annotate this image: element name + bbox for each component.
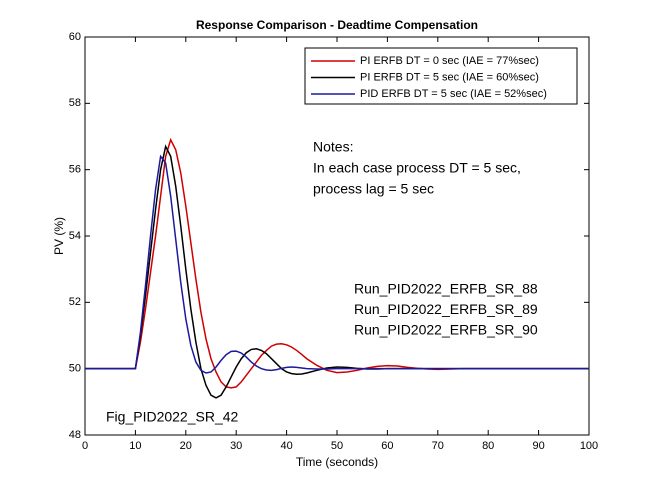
x-tick-label: 80 [482, 440, 494, 452]
figure-label: Fig_PID2022_SR_42 [106, 409, 239, 425]
y-tick-label: 52 [69, 296, 81, 308]
x-tick-label: 60 [381, 440, 393, 452]
y-tick-label: 54 [69, 230, 81, 242]
series-line [85, 154, 589, 374]
x-tick-label: 100 [580, 440, 598, 452]
note-text: Notes: [313, 139, 353, 155]
x-tick-label: 20 [180, 440, 192, 452]
legend-label: PI ERFB DT = 5 sec (IAE = 60%sec) [360, 71, 539, 83]
y-tick-label: 60 [69, 31, 81, 43]
x-tick-label: 90 [532, 440, 544, 452]
run-label: Run_PID2022_ERFB_SR_90 [354, 322, 538, 338]
y-tick-label: 58 [69, 97, 81, 109]
run-label: Run_PID2022_ERFB_SR_89 [354, 301, 538, 317]
chart-title: Response Comparison - Deadtime Compensat… [196, 18, 478, 32]
run-label: Run_PID2022_ERFB_SR_88 [354, 281, 538, 297]
y-tick-label: 48 [69, 429, 81, 441]
legend-box [304, 47, 578, 105]
x-tick-label: 40 [280, 440, 292, 452]
x-tick-label: 0 [82, 440, 88, 452]
note-text: In each case process DT = 5 sec, [313, 160, 521, 176]
y-tick-label: 56 [69, 164, 81, 176]
x-tick-label: 50 [331, 440, 343, 452]
x-tick-label: 10 [129, 440, 141, 452]
y-tick-label: 50 [69, 363, 81, 375]
x-tick-label: 30 [230, 440, 242, 452]
note-text: process lag = 5 sec [313, 181, 434, 197]
series-line [85, 137, 589, 389]
y-axis-label: PV (%) [52, 217, 66, 255]
legend-label: PI ERFB DT = 0 sec (IAE = 77%sec) [360, 55, 539, 67]
x-axis-label: Time (seconds) [296, 455, 378, 469]
legend-label: PID ERFB DT = 5 sec (IAE = 52%sec) [360, 88, 547, 100]
x-tick-label: 70 [432, 440, 444, 452]
